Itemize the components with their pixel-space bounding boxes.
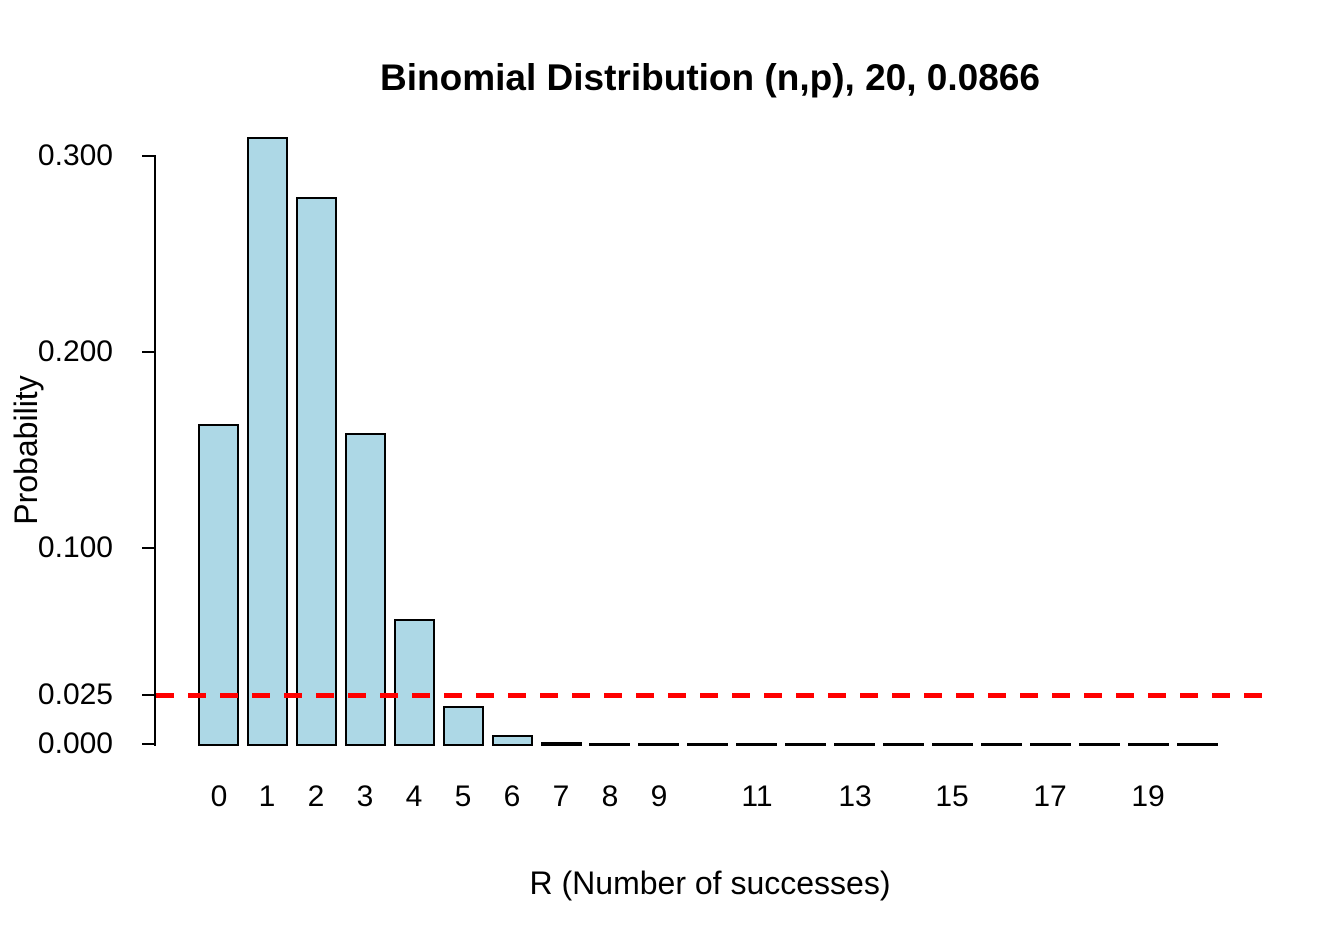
y-axis-line (154, 156, 156, 746)
bar-4 (394, 619, 435, 746)
x-tick-label: 6 (503, 780, 521, 813)
y-tick (142, 351, 156, 353)
x-tick-label: 8 (601, 780, 619, 813)
y-tick (142, 743, 156, 745)
x-tick-label: 0 (210, 780, 228, 813)
bar-8 (589, 743, 630, 746)
bar-18 (1079, 743, 1120, 746)
bar-7 (541, 742, 582, 746)
x-tick-label: 4 (405, 780, 423, 813)
y-tick-label: 0.100 (37, 531, 113, 564)
bar-6 (492, 735, 533, 746)
bar-15 (932, 743, 973, 746)
bar-5 (443, 706, 484, 746)
y-tick (142, 155, 156, 157)
bar-2 (296, 197, 337, 746)
y-tick-label: 0.300 (37, 139, 113, 172)
bar-12 (785, 743, 826, 746)
bar-11 (736, 743, 777, 746)
x-tick-label: 15 (935, 780, 969, 813)
x-tick-label: 5 (454, 780, 472, 813)
x-tick-label: 1 (258, 780, 276, 813)
chart-title: Binomial Distribution (n,p), 20, 0.0866 (380, 57, 1040, 98)
bar-16 (981, 743, 1022, 746)
x-tick-label: 9 (650, 780, 668, 813)
bar-0 (198, 424, 239, 746)
x-tick-label: 17 (1033, 780, 1067, 813)
y-tick (142, 694, 156, 696)
bar-20 (1177, 743, 1218, 746)
bar-19 (1128, 743, 1169, 746)
bar-13 (834, 743, 875, 746)
x-tick-label: 13 (838, 780, 872, 813)
x-tick-label: 19 (1131, 780, 1165, 813)
x-tick-label: 11 (741, 780, 773, 813)
y-tick (142, 547, 156, 549)
bar-1 (247, 137, 288, 746)
reference-line (156, 693, 1264, 698)
x-tick-label: 2 (307, 780, 325, 813)
bar-14 (883, 743, 924, 746)
x-tick-label: 3 (356, 780, 374, 813)
bar-10 (687, 743, 728, 746)
x-tick-label: 7 (552, 780, 570, 813)
y-tick-label: 0.000 (37, 727, 113, 760)
bar-17 (1030, 743, 1071, 746)
x-axis-title: R (Number of successes) (529, 865, 891, 901)
y-tick-label: 0.025 (37, 678, 113, 711)
bar-3 (345, 433, 386, 746)
bar-9 (638, 743, 679, 746)
y-tick-label: 0.200 (37, 335, 113, 368)
